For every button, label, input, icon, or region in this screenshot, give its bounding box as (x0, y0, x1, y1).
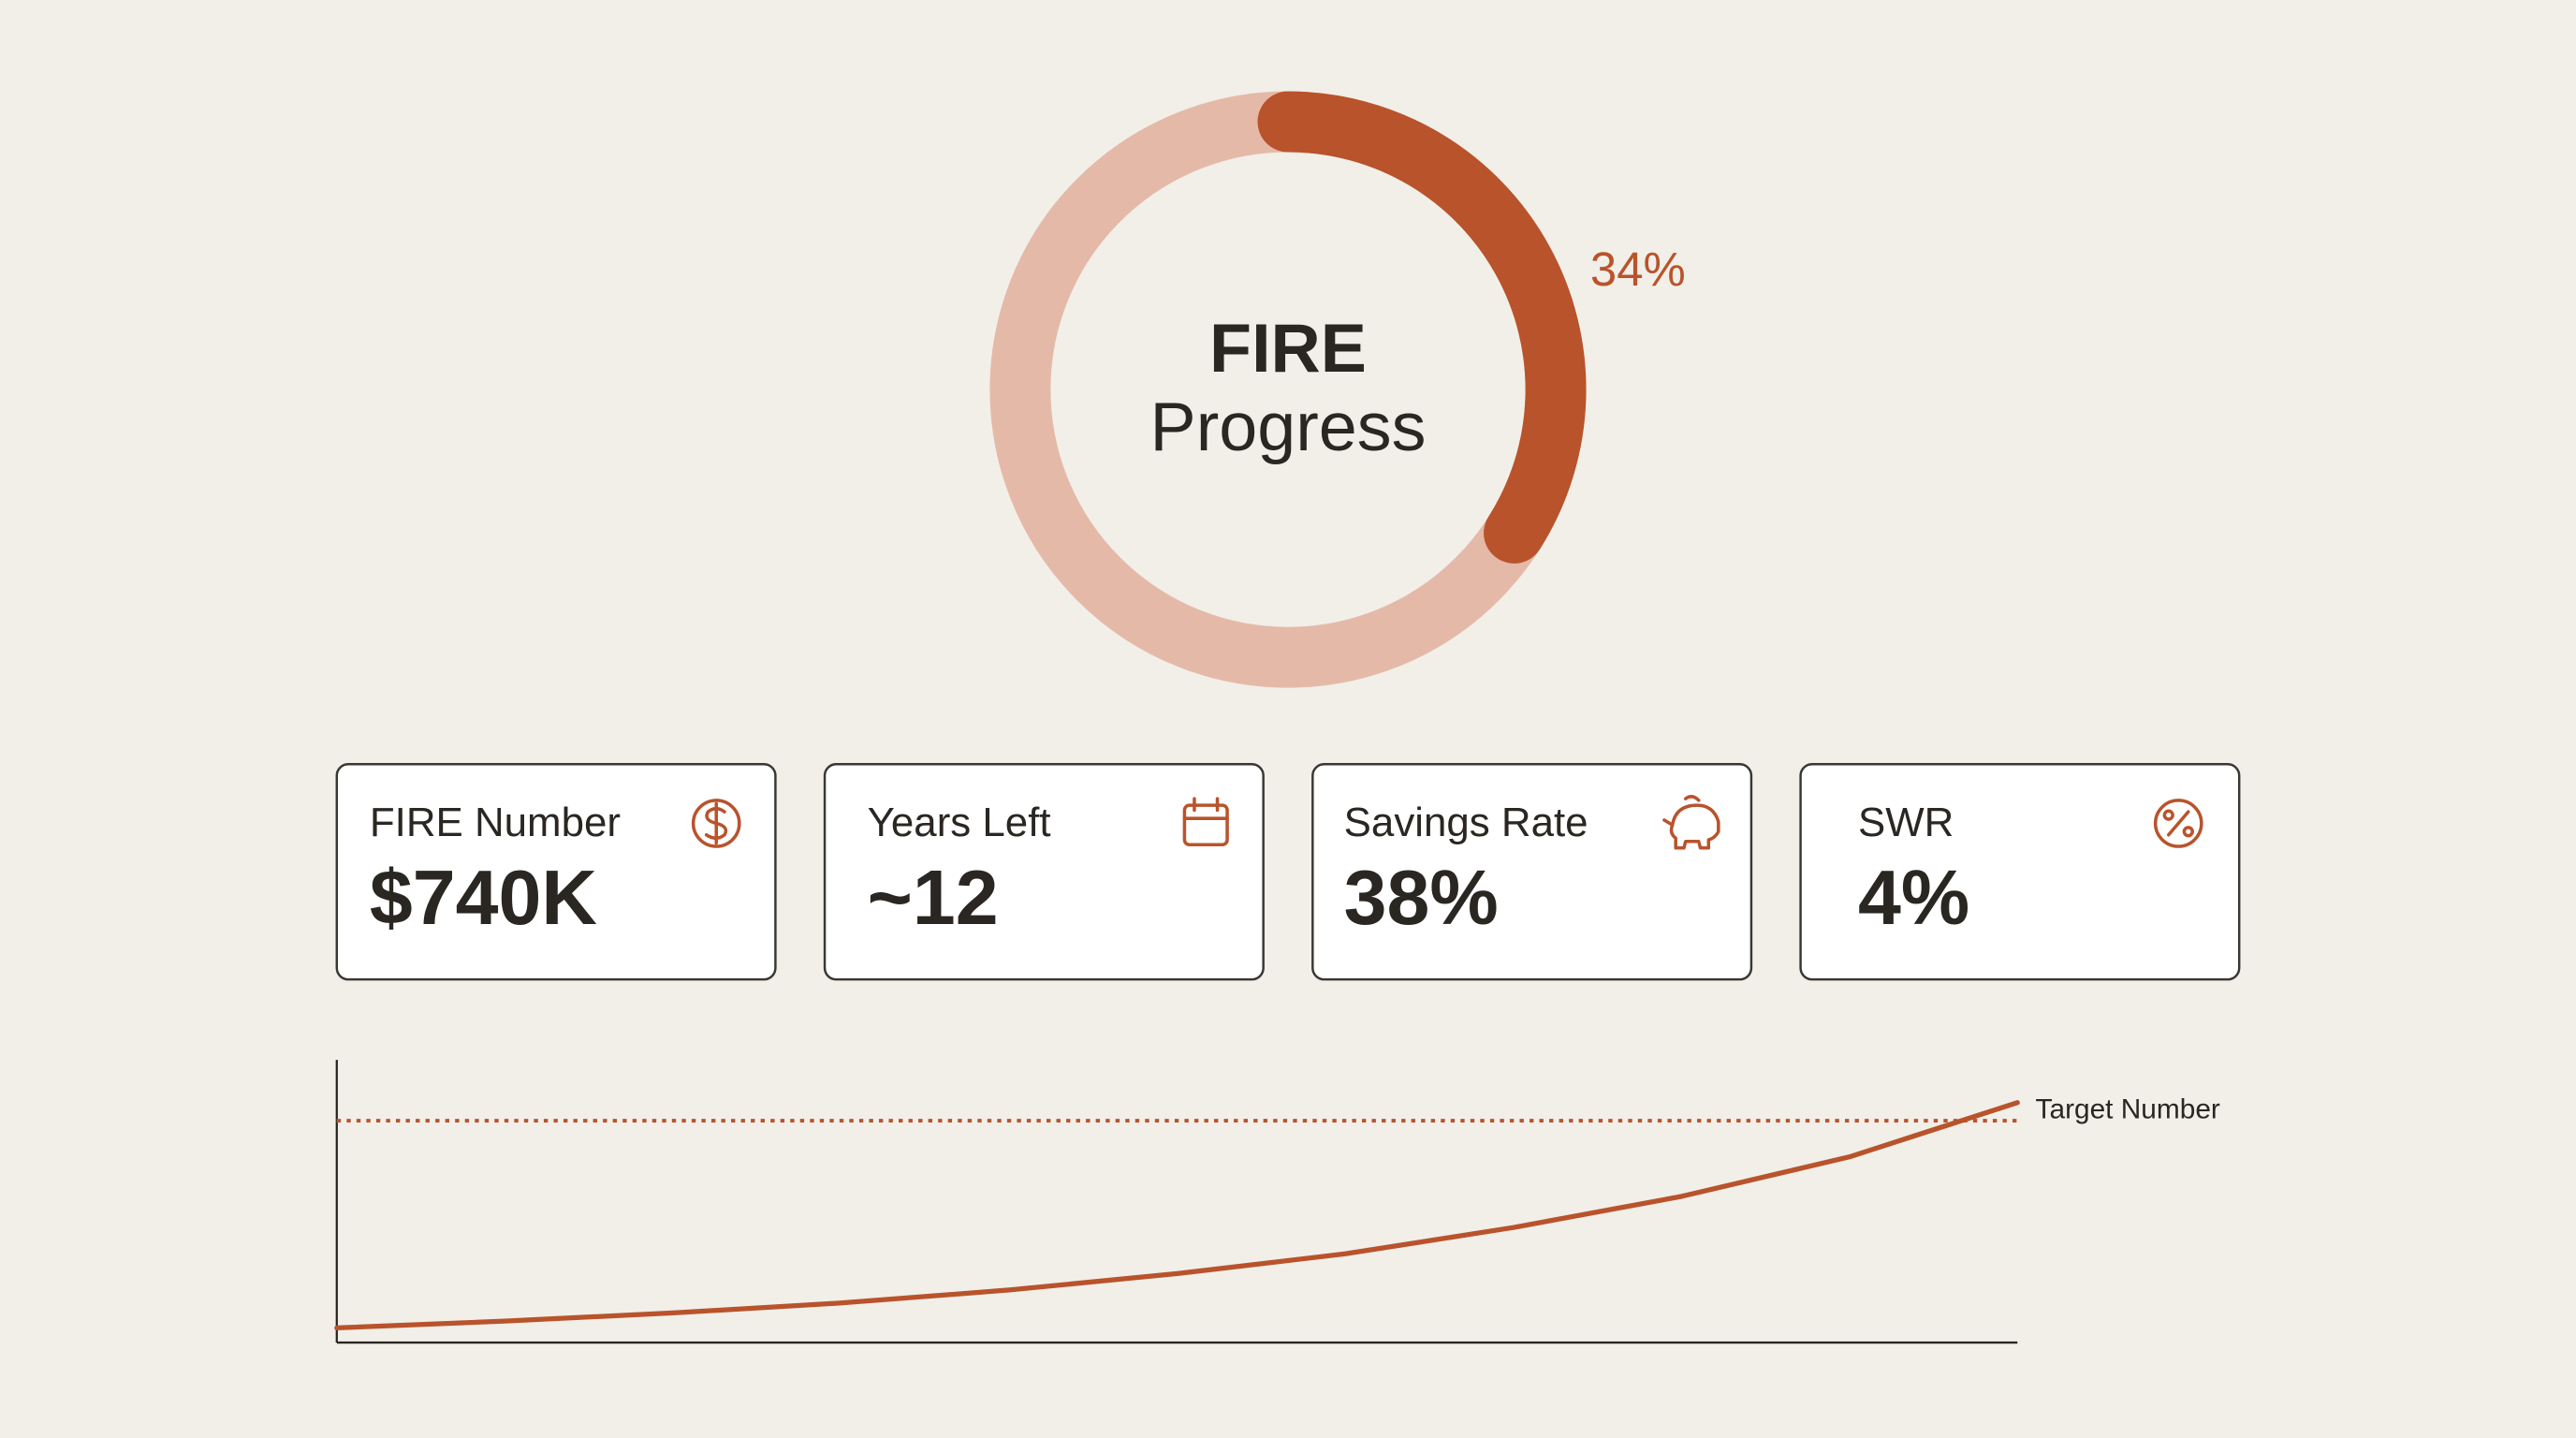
card-value: $740K (370, 855, 597, 941)
piggy-bank-icon (1662, 795, 1720, 850)
donut-arc (1257, 91, 1587, 564)
card-value: 4% (1858, 855, 1969, 941)
card-label: Years Left (868, 800, 1051, 845)
card-label: FIRE Number (370, 800, 621, 845)
donut-subtitle: Progress (1150, 388, 1427, 465)
stat-card: FIRE Number $740K (335, 763, 777, 981)
card-box (823, 763, 1265, 981)
target-label: Target Number (2036, 1093, 2220, 1124)
dollar-icon (691, 799, 741, 848)
card-box (335, 763, 777, 981)
stat-card: SWR 4% (1799, 763, 2241, 981)
calendar-icon (1182, 797, 1229, 847)
series-line (334, 1100, 2020, 1330)
card-box (1799, 763, 2241, 981)
donut-title: FIRE (1209, 309, 1367, 387)
card-box (1311, 763, 1753, 981)
card-value: ~12 (868, 855, 999, 941)
percent-icon (2153, 799, 2203, 848)
stat-card: Savings Rate 38% (1311, 763, 1753, 981)
card-label: Savings Rate (1344, 800, 1588, 845)
stat-card: Years Left ~12 (823, 763, 1265, 981)
card-value: 38% (1344, 855, 1499, 941)
donut-value-label: 34% (1590, 242, 1686, 296)
card-label: SWR (1858, 800, 1954, 845)
